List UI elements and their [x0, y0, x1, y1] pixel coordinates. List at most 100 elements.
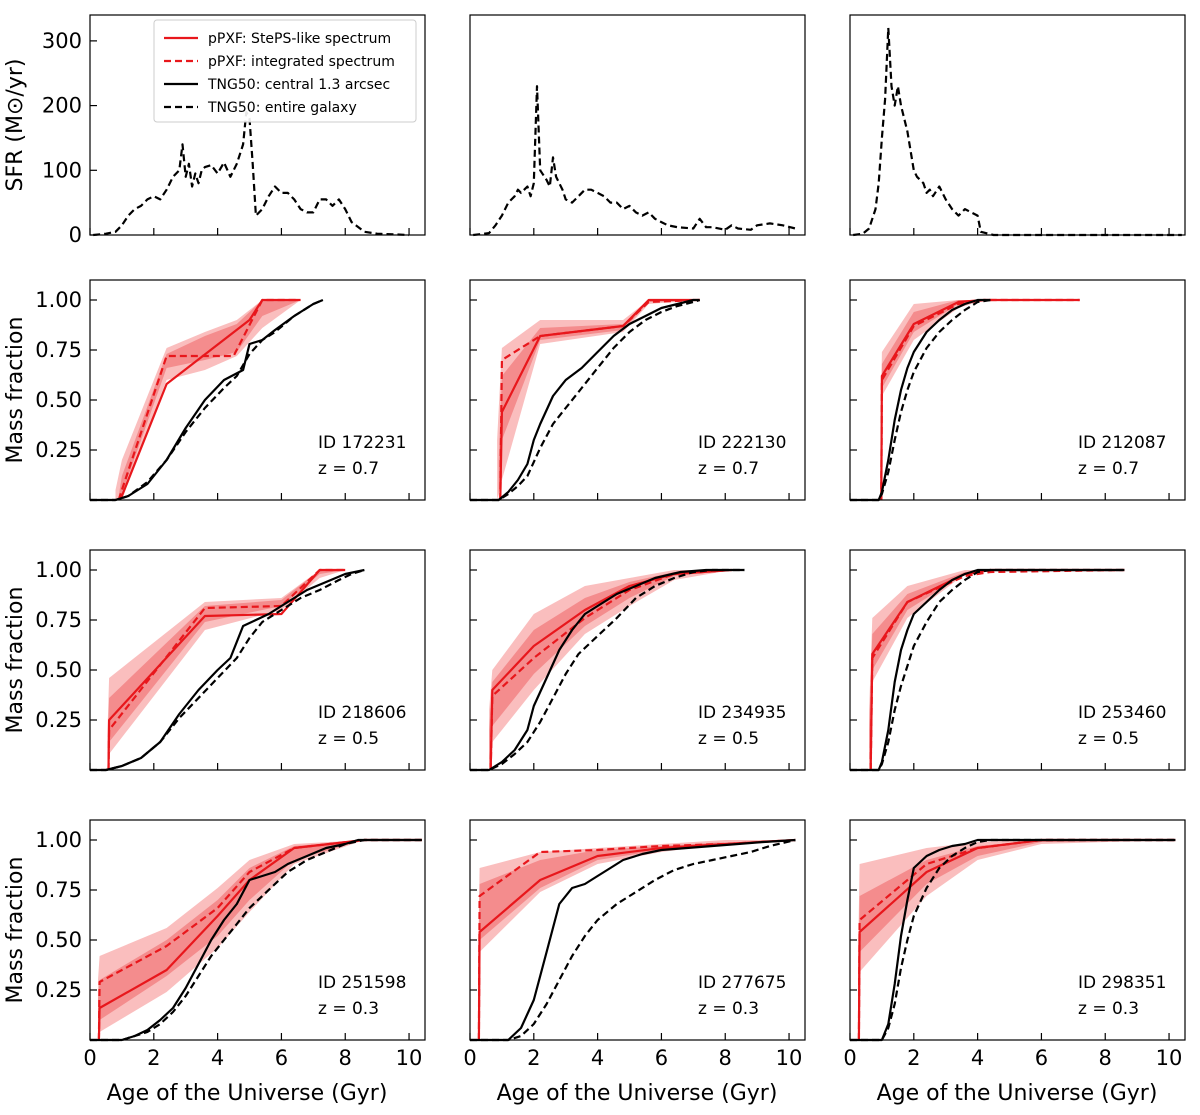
series-line	[90, 298, 324, 502]
series-line	[470, 568, 745, 772]
redshift-label: z = 0.3	[698, 999, 759, 1019]
x-tick-label: 10	[1156, 1046, 1183, 1070]
series-line	[470, 298, 700, 502]
x-tick-label: 8	[339, 1046, 352, 1070]
y-tick-label: 0.50	[35, 658, 82, 682]
y-tick-label: 100	[42, 158, 82, 182]
x-tick-label: 8	[1099, 1046, 1112, 1070]
band-outer	[489, 570, 732, 770]
x-tick-label: 4	[211, 1046, 224, 1070]
series-line	[470, 838, 796, 1042]
redshift-label: z = 0.3	[318, 999, 379, 1019]
band-outer	[858, 840, 1176, 1040]
axes-frame	[849, 819, 1186, 1041]
series-line	[850, 568, 1125, 772]
series-line	[470, 838, 796, 1042]
series-line	[850, 838, 1176, 1042]
panel-mf-222130: ID 222130 z = 0.7	[469, 279, 806, 502]
redshift-label: z = 0.3	[1078, 999, 1139, 1019]
legend-label: TNG50: entire galaxy	[207, 100, 357, 116]
panel-mf-212087: ID 212087 z = 0.7	[849, 279, 1186, 502]
series-line	[880, 298, 1080, 501]
galaxy-id-label: ID 253460	[1078, 703, 1166, 723]
x-tick-label: 4	[591, 1046, 604, 1070]
series-line	[107, 568, 346, 771]
panel-mf-298351: 0 2 4 6 8 10 ID 298351 z = 0.3	[843, 819, 1186, 1070]
series-line	[107, 568, 346, 771]
series-line	[850, 298, 991, 502]
x-axis-label: Age of the Universe (Gyr)	[877, 1081, 1158, 1106]
y-tick-label: 0.50	[35, 388, 82, 412]
x-tick-label: 6	[275, 1046, 288, 1070]
band-inner	[118, 300, 301, 500]
axes-frame	[469, 819, 806, 1041]
series-line	[90, 568, 365, 772]
galaxy-id-label: ID 172231	[318, 433, 406, 453]
x-tick-label: 0	[463, 1046, 476, 1070]
axes-frame	[89, 819, 426, 1041]
y-axis-label: Mass fraction	[3, 317, 28, 464]
panel-mf-218606: 0.25 0.50 0.75 1.00 Mass fraction ID 218606 z …	[3, 549, 426, 772]
panel-sfr-1: 0 100 200 300 SFR (M⊙/yr) pPXF: StePS-like sp…	[3, 14, 426, 247]
legend-box	[153, 19, 417, 123]
panel-mf-277675: 0 2 4 6 8 10 ID 277675 z = 0.3	[463, 819, 806, 1070]
series-line	[477, 838, 796, 1041]
panel-mf-234935: ID 234935 z = 0.5	[469, 549, 806, 772]
panel-mf-253460: ID 253460 z = 0.5	[849, 549, 1186, 772]
series-line	[93, 110, 410, 237]
y-tick-label: 0	[69, 223, 82, 247]
x-tick-label: 4	[971, 1046, 984, 1070]
panel-mf-172231: 0.25 0.50 0.75 1.00 Mass fraction ID 172231 z …	[3, 279, 426, 502]
series-line	[473, 85, 796, 237]
x-axis-label: Age of the Universe (Gyr)	[497, 1081, 778, 1106]
redshift-label: z = 0.7	[318, 459, 379, 479]
series-line	[853, 26, 1182, 237]
series-line	[869, 568, 1125, 771]
x-tick-label: 2	[907, 1046, 920, 1070]
x-tick-label: 10	[396, 1046, 423, 1070]
redshift-label: z = 0.5	[698, 729, 759, 749]
series-line	[470, 298, 701, 502]
axes-frame	[849, 14, 1186, 236]
x-tick-label: 2	[147, 1046, 160, 1070]
y-tick-label: 0.75	[35, 338, 82, 362]
band-outer	[115, 300, 301, 500]
panel-sfr-2	[469, 14, 806, 237]
x-tick-label: 8	[719, 1046, 732, 1070]
galaxy-id-label: ID 218606	[318, 703, 406, 723]
y-tick-label: 1.00	[35, 828, 82, 852]
y-tick-label: 0.50	[35, 928, 82, 952]
galaxy-id-label: ID 222130	[698, 433, 786, 453]
y-tick-label: 1.00	[35, 558, 82, 582]
axes-frame	[89, 549, 426, 771]
galaxy-id-label: ID 251598	[318, 973, 406, 993]
axes-frame	[849, 279, 1186, 501]
x-tick-label: 0	[843, 1046, 856, 1070]
redshift-label: z = 0.7	[698, 459, 759, 479]
legend-label: pPXF: StePS-like spectrum	[208, 31, 391, 47]
y-axis-label: Mass fraction	[3, 587, 28, 734]
series-line	[117, 298, 298, 501]
x-tick-label: 6	[1035, 1046, 1048, 1070]
panel-mf-251598: 0 2 4 6 8 10 0.25 0.50 0.75 1.00 Mass fraction ID 2…	[3, 819, 426, 1070]
redshift-label: z = 0.7	[1078, 459, 1139, 479]
panel-sfr-3	[849, 14, 1186, 237]
series-line	[90, 838, 422, 1042]
y-tick-label: 0.75	[35, 608, 82, 632]
band-inner	[107, 570, 346, 770]
galaxy-id-label: ID 277675	[698, 973, 786, 993]
series-line	[499, 298, 700, 501]
x-axis-label: Age of the Universe (Gyr)	[107, 1081, 388, 1106]
axes-frame	[469, 14, 806, 236]
galaxy-id-label: ID 298351	[1078, 973, 1166, 993]
y-axis-label: SFR (M⊙/yr)	[3, 59, 28, 192]
series-line	[850, 568, 1125, 772]
y-axis-label: Mass fraction	[3, 857, 28, 1004]
redshift-label: z = 0.5	[318, 729, 379, 749]
legend-label: TNG50: central 1.3 arcsec	[207, 77, 390, 93]
legend-label: pPXF: integrated spectrum	[208, 54, 395, 70]
series-line	[470, 568, 745, 772]
y-tick-label: 0.75	[35, 878, 82, 902]
series-line	[850, 298, 991, 502]
